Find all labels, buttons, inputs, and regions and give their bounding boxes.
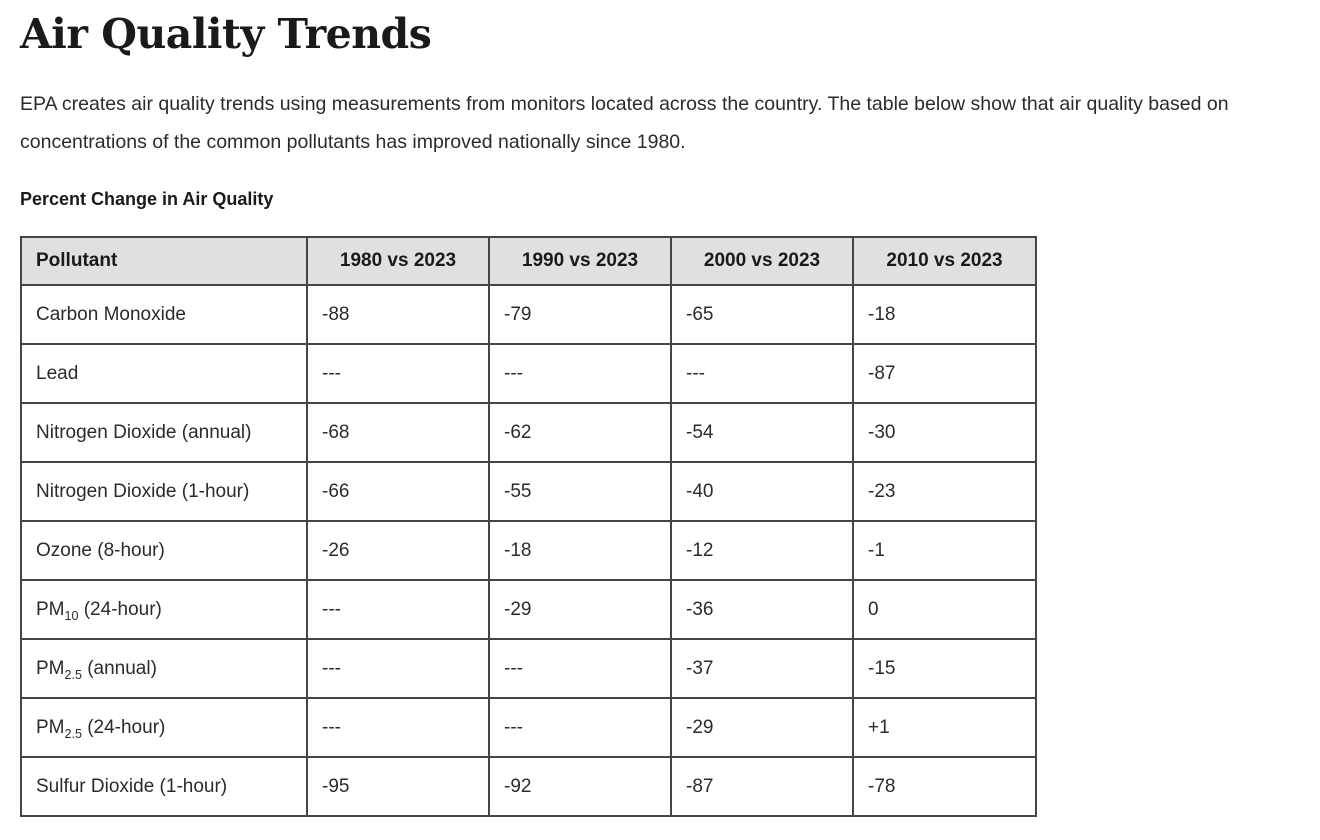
value-cell: -37: [670, 638, 854, 700]
value-cell: -29: [670, 697, 854, 759]
value-cell: -40: [670, 461, 854, 523]
table-row: Nitrogen Dioxide (1-hour) -66 -55 -40 -23: [20, 461, 1037, 523]
value-cell: ---: [306, 697, 490, 759]
value-cell: -26: [306, 520, 490, 582]
pollutant-subscript: 2.5: [64, 726, 82, 741]
value-cell: ---: [306, 343, 490, 405]
value-cell: -68: [306, 402, 490, 464]
value-cell: ---: [306, 579, 490, 641]
pollutant-cell: Sulfur Dioxide (1-hour): [20, 756, 308, 818]
pollutant-cell: Lead: [20, 343, 308, 405]
value-cell: ---: [670, 343, 854, 405]
table-row: PM10 (24-hour) --- -29 -36 0: [20, 579, 1037, 641]
table-row: Lead --- --- --- -87: [20, 343, 1037, 405]
column-header-2010: 2010 vs 2023: [852, 236, 1037, 287]
page: Air Quality Trends EPA creates air quali…: [20, 10, 1229, 818]
table-row: PM2.5 (24-hour) --- --- -29 +1: [20, 697, 1037, 759]
value-cell: -95: [306, 756, 490, 818]
value-cell: -55: [488, 461, 672, 523]
table-row: Nitrogen Dioxide (annual) -68 -62 -54 -30: [20, 402, 1037, 464]
pollutant-cell: PM2.5 (annual): [20, 638, 308, 700]
value-cell: -87: [852, 343, 1037, 405]
value-cell: 0: [852, 579, 1037, 641]
value-cell: -18: [852, 284, 1037, 346]
table-row: Carbon Monoxide -88 -79 -65 -18: [20, 284, 1037, 346]
column-header-1990: 1990 vs 2023: [488, 236, 672, 287]
value-cell: -12: [670, 520, 854, 582]
value-cell: -54: [670, 402, 854, 464]
value-cell: -87: [670, 756, 854, 818]
value-cell: -65: [670, 284, 854, 346]
table-row: PM2.5 (annual) --- --- -37 -15: [20, 638, 1037, 700]
value-cell: -18: [488, 520, 672, 582]
value-cell: -79: [488, 284, 672, 346]
pollutant-cell: Nitrogen Dioxide (1-hour): [20, 461, 308, 523]
column-header-2000: 2000 vs 2023: [670, 236, 854, 287]
value-cell: -15: [852, 638, 1037, 700]
table-caption: Percent Change in Air Quality: [20, 189, 274, 210]
air-quality-table: Pollutant 1980 vs 2023 1990 vs 2023 2000…: [20, 236, 1037, 818]
pollutant-subscript: 10: [64, 608, 79, 623]
pollutant-cell: Carbon Monoxide: [20, 284, 308, 346]
table-body: Carbon Monoxide -88 -79 -65 -18 Lead --- --- ---…: [20, 284, 1037, 818]
value-cell: -92: [488, 756, 672, 818]
table-row: Sulfur Dioxide (1-hour) -95 -92 -87 -78: [20, 756, 1037, 818]
value-cell: -29: [488, 579, 672, 641]
pollutant-subscript: 2.5: [64, 667, 82, 682]
value-cell: -66: [306, 461, 490, 523]
pollutant-cell: PM10 (24-hour): [20, 579, 308, 641]
value-cell: -30: [852, 402, 1037, 464]
value-cell: -23: [852, 461, 1037, 523]
table-header: Pollutant 1980 vs 2023 1990 vs 2023 2000…: [20, 236, 1037, 287]
value-cell: -62: [488, 402, 672, 464]
pollutant-cell: Nitrogen Dioxide (annual): [20, 402, 308, 464]
page-title: Air Quality Trends: [20, 10, 432, 58]
value-cell: ---: [306, 638, 490, 700]
value-cell: +1: [852, 697, 1037, 759]
value-cell: ---: [488, 638, 672, 700]
value-cell: -78: [852, 756, 1037, 818]
value-cell: ---: [488, 343, 672, 405]
intro-paragraph: EPA creates air quality trends using mea…: [20, 93, 1229, 154]
value-cell: -88: [306, 284, 490, 346]
header-row: Pollutant 1980 vs 2023 1990 vs 2023 2000…: [20, 236, 1037, 287]
value-cell: -1: [852, 520, 1037, 582]
column-header-1980: 1980 vs 2023: [306, 236, 490, 287]
value-cell: ---: [488, 697, 672, 759]
pollutant-cell: PM2.5 (24-hour): [20, 697, 308, 759]
column-header-pollutant: Pollutant: [20, 236, 308, 287]
table-row: Ozone (8-hour) -26 -18 -12 -1: [20, 520, 1037, 582]
pollutant-cell: Ozone (8-hour): [20, 520, 308, 582]
value-cell: -36: [670, 579, 854, 641]
